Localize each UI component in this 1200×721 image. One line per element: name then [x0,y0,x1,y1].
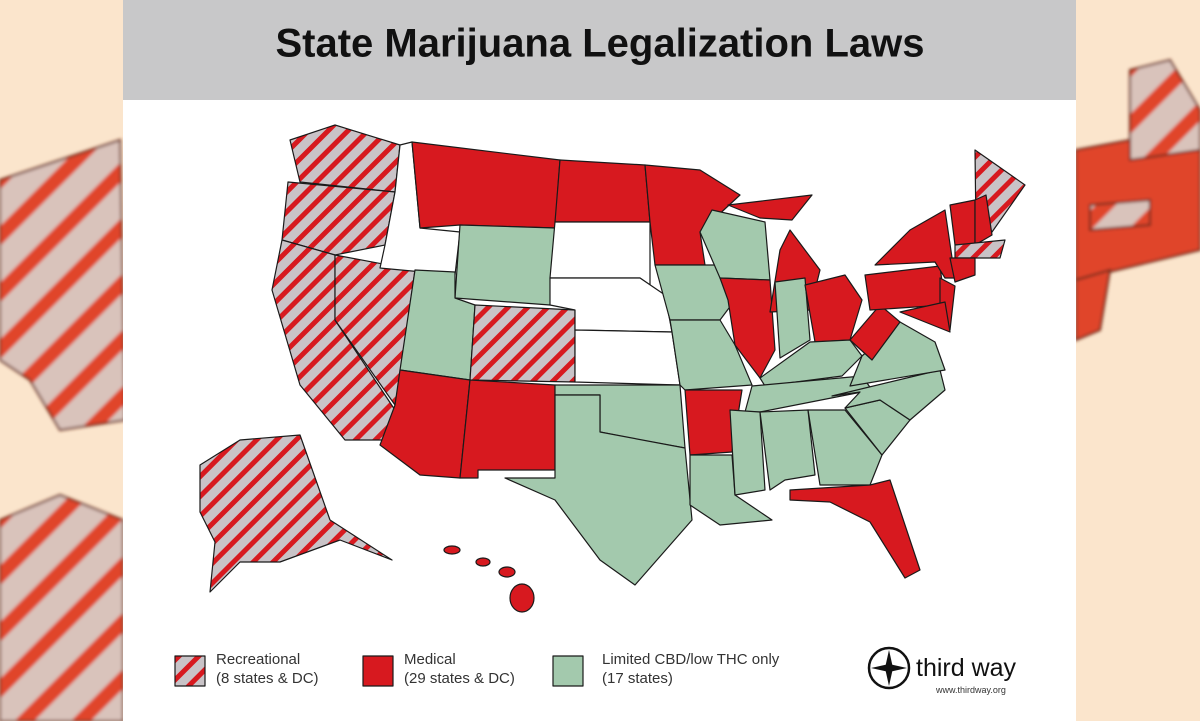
region [1089,198,1151,232]
region [759,409,816,491]
region [574,329,681,386]
region [199,434,393,593]
region [504,394,693,586]
region [949,257,976,283]
legend-detail: (8 states & DC) [216,670,319,687]
region [0,493,124,721]
region [949,199,976,246]
region [774,277,811,359]
region [744,375,873,413]
legend-swatch [362,655,394,687]
region [459,379,556,479]
region [469,304,576,383]
region [729,409,766,496]
region [443,545,461,555]
legend-label: Medical [404,651,456,668]
region [1075,268,1112,342]
region [849,304,901,361]
region [699,209,771,281]
logo-url: www.thirdway.org [935,685,1006,695]
legend-label: Limited CBD/low THC only [602,651,780,668]
region [689,454,773,526]
region [281,181,396,256]
region [899,301,951,333]
region [1129,58,1200,162]
region [831,369,946,421]
background-map [0,58,1200,721]
region [549,221,651,286]
region [498,566,516,578]
region [554,159,651,223]
logo: third way www.thirdway.org [867,646,1017,695]
logo-name: third way [916,654,1017,682]
region [475,557,491,567]
title: State Marijuana Legalization Laws [275,22,924,66]
header [123,0,1076,100]
legend-label: Recreational [216,651,300,668]
region [727,194,813,221]
region [0,138,127,432]
region [654,264,736,321]
us-map [199,124,1026,613]
region [974,194,993,246]
region [454,224,556,306]
region [807,409,883,486]
region [644,164,741,266]
region [509,583,535,613]
region [669,319,753,391]
legend-detail: (17 states) [602,670,673,687]
legend-swatch [174,655,206,687]
region [789,479,921,579]
region [804,274,863,343]
region [954,239,1006,259]
legend-detail: (29 states & DC) [404,670,515,687]
legend-swatch [552,655,584,687]
